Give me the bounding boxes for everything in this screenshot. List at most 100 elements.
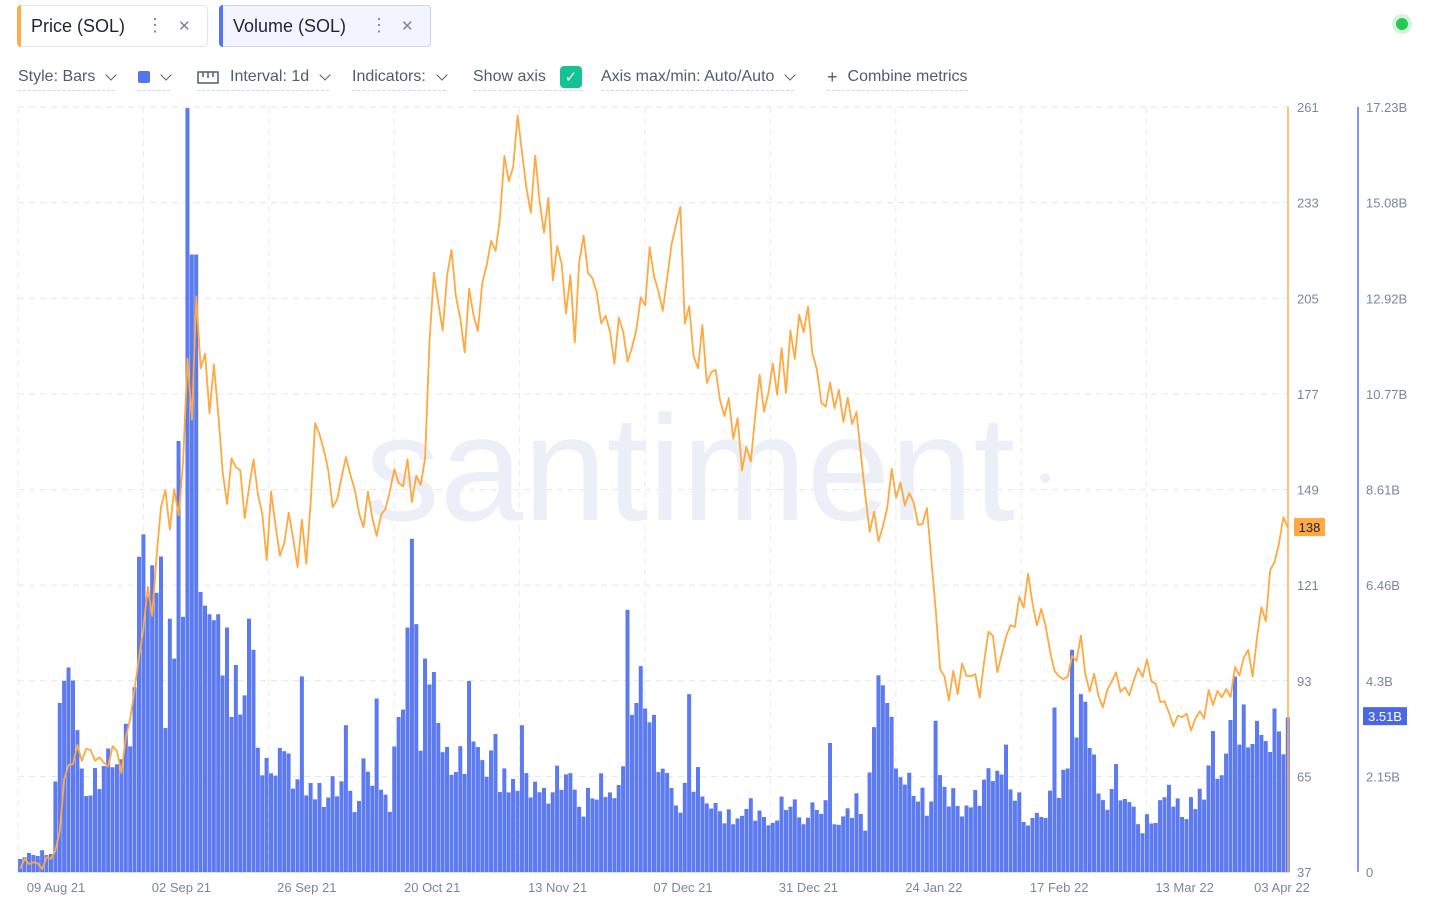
metric-chip-price[interactable]: Price (SOL) ⋮ ✕ — [17, 5, 208, 47]
more-icon[interactable]: ⋮ — [370, 15, 388, 35]
volume-bar — [1012, 800, 1017, 873]
show-axis-label: Show axis — [473, 68, 546, 85]
volume-bar — [678, 812, 683, 873]
axis-maxmin-label: Axis max/min: Auto/Auto — [601, 68, 775, 85]
volume-bar — [84, 796, 89, 873]
volume-bar — [343, 725, 348, 873]
volume-bar — [282, 751, 287, 873]
volume-bar — [357, 801, 362, 873]
combine-metrics-label: Combine metrics — [847, 68, 968, 85]
volume-tick-label: 0 — [1366, 865, 1373, 880]
axis-maxmin-dropdown[interactable]: Axis max/min: Auto/Auto — [601, 64, 797, 91]
volume-bar — [216, 614, 221, 873]
interval-label: Interval: 1d — [230, 68, 310, 85]
volume-bar — [220, 675, 225, 873]
volume-bar — [1210, 731, 1215, 873]
volume-bar — [405, 627, 410, 873]
volume-bar — [502, 768, 507, 873]
volume-bar — [163, 728, 168, 873]
x-tick-label: 02 Sep 21 — [152, 880, 211, 895]
volume-bar — [889, 716, 894, 873]
volume-bar — [396, 717, 401, 873]
volume-bar — [990, 781, 995, 873]
volume-bar — [1272, 708, 1277, 873]
volume-bar — [242, 695, 247, 873]
volume-bar — [264, 757, 269, 873]
x-tick-label: 07 Dec 21 — [653, 880, 712, 895]
volume-bar — [709, 808, 714, 873]
volume-bar — [511, 778, 516, 873]
show-axis-toggle[interactable]: Show axis ✓ — [473, 64, 582, 91]
more-icon[interactable]: ⋮ — [146, 15, 164, 35]
volume-bar — [401, 709, 406, 873]
price-current-label: 138 — [1299, 520, 1321, 535]
close-icon[interactable]: ✕ — [178, 18, 191, 35]
volume-bar — [1026, 825, 1031, 873]
volume-bar — [687, 694, 692, 873]
combine-metrics-button[interactable]: + Combine metrics — [827, 64, 968, 91]
volume-tick-label: 4.3B — [1366, 674, 1393, 689]
volume-bar — [832, 824, 837, 873]
volume-bar — [431, 672, 436, 873]
volume-bar — [233, 665, 238, 873]
volume-bar — [1158, 800, 1163, 873]
volume-bar — [810, 802, 815, 873]
volume-bar — [1162, 797, 1167, 873]
indicators-dropdown[interactable]: Indicators: — [352, 64, 448, 91]
close-icon[interactable]: ✕ — [401, 18, 414, 35]
volume-bar — [198, 592, 203, 873]
volume-bar — [704, 803, 709, 873]
volume-bar — [1254, 720, 1259, 873]
volume-bar — [1224, 753, 1229, 873]
volume-bar — [806, 817, 810, 873]
volume-bar — [929, 801, 934, 873]
volume-bar — [533, 781, 538, 873]
volume-bar — [559, 789, 564, 873]
volume-bar — [93, 768, 97, 873]
volume-bar — [436, 723, 441, 873]
volume-bar — [1118, 800, 1123, 873]
volume-bar — [1215, 778, 1220, 873]
volume-bar — [911, 796, 916, 873]
volume-bar — [154, 592, 159, 873]
volume-bar — [1241, 704, 1246, 873]
style-dropdown[interactable]: Style: Bars — [18, 64, 118, 91]
interval-dropdown[interactable]: Interval: 1d — [197, 64, 331, 91]
volume-current-label: 3.51B — [1368, 709, 1402, 724]
volume-bar — [1219, 775, 1224, 873]
volume-bar — [1048, 790, 1053, 873]
volume-bar — [845, 808, 850, 873]
x-tick-label: 09 Aug 21 — [27, 880, 86, 895]
volume-bar — [524, 773, 529, 873]
x-tick-label: 31 Dec 21 — [779, 880, 838, 895]
volume-bar — [638, 666, 643, 873]
volume-bar — [700, 796, 705, 873]
volume-bar — [612, 798, 617, 873]
watermark: santiment — [365, 384, 1015, 552]
volume-bar — [1268, 752, 1273, 873]
volume-bar — [762, 817, 766, 873]
volume-bar — [159, 556, 163, 873]
volume-bar — [1052, 707, 1057, 873]
metric-chip-volume[interactable]: Volume (SOL) ⋮ ✕ — [219, 5, 431, 47]
price-tick-label: 93 — [1297, 674, 1311, 689]
volume-bar — [814, 809, 819, 873]
volume-bar — [71, 680, 75, 873]
volume-bar — [313, 799, 317, 873]
volume-bar — [933, 720, 938, 873]
volume-bar — [744, 809, 749, 873]
volume-bar — [1127, 802, 1132, 873]
color-picker[interactable] — [138, 64, 172, 91]
volume-bar — [784, 810, 788, 873]
volume-bar — [304, 795, 309, 873]
price-tick-label: 205 — [1297, 291, 1319, 306]
volume-bar — [1039, 816, 1044, 873]
volume-bar — [823, 800, 828, 873]
volume-bar — [907, 772, 912, 873]
volume-bar — [414, 624, 419, 873]
volume-bar — [1043, 818, 1048, 873]
checkbox-checked-icon[interactable]: ✓ — [559, 66, 582, 88]
volume-bar — [651, 714, 656, 873]
volume-bar — [1004, 744, 1009, 873]
